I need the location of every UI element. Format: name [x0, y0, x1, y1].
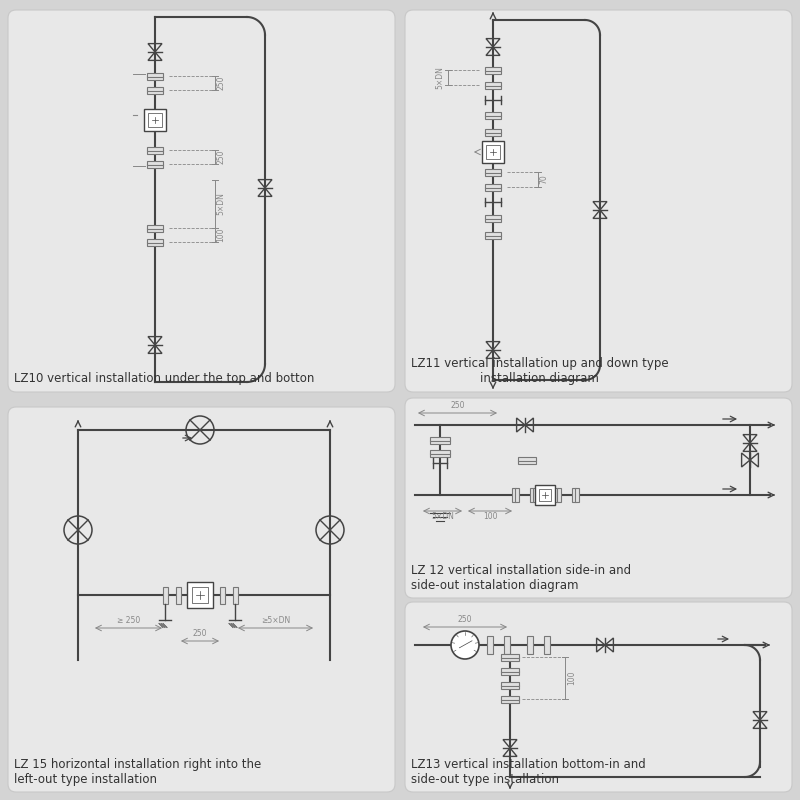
Bar [571, 488, 575, 502]
Bar [482, 141, 504, 163]
Bar [539, 489, 551, 501]
Bar [162, 586, 167, 603]
Bar [430, 437, 450, 441]
Bar [147, 161, 163, 165]
Bar [485, 214, 501, 218]
Text: ≥5×DN: ≥5×DN [261, 616, 290, 625]
Text: 100: 100 [217, 228, 226, 242]
Text: 250: 250 [193, 629, 207, 638]
Bar [485, 70, 501, 74]
Text: 250: 250 [217, 150, 226, 164]
Bar [501, 698, 519, 702]
Bar [485, 231, 501, 235]
Bar [485, 234, 501, 238]
Bar [574, 488, 578, 502]
Bar [501, 667, 519, 671]
Bar [485, 66, 501, 70]
Bar [430, 450, 450, 454]
Bar [147, 73, 163, 77]
Text: LZ10 vertical installation under the top and botton: LZ10 vertical installation under the top… [14, 372, 314, 385]
Text: ≥ 250: ≥ 250 [117, 616, 140, 625]
FancyBboxPatch shape [8, 407, 395, 792]
Bar [147, 242, 163, 246]
Bar [533, 488, 537, 502]
Bar [544, 636, 550, 654]
FancyBboxPatch shape [8, 10, 395, 392]
Text: 250: 250 [217, 76, 226, 90]
Bar [487, 636, 493, 654]
Bar [485, 131, 501, 135]
Bar [430, 453, 450, 457]
Circle shape [451, 631, 479, 659]
Bar [147, 150, 163, 154]
Bar [485, 186, 501, 190]
Bar [485, 171, 501, 175]
Bar [485, 111, 501, 115]
Bar [501, 654, 519, 658]
Bar [485, 85, 501, 89]
Bar [501, 695, 519, 699]
Bar [485, 114, 501, 118]
Bar [554, 488, 558, 502]
Text: 250: 250 [450, 401, 465, 410]
Bar [147, 227, 163, 231]
Bar [530, 488, 534, 502]
Bar [147, 163, 163, 167]
Bar [485, 129, 501, 133]
Bar [504, 636, 510, 654]
Bar [233, 586, 238, 603]
Text: LZ 12 vertical installation side-in and
side-out instalation diagram: LZ 12 vertical installation side-in and … [411, 564, 631, 592]
Bar [485, 82, 501, 86]
Bar [144, 109, 166, 131]
Bar [527, 636, 533, 654]
Bar [514, 488, 518, 502]
Bar [485, 169, 501, 173]
Text: 70: 70 [539, 174, 549, 184]
Bar [501, 685, 519, 689]
Bar [147, 90, 163, 94]
Bar [187, 582, 213, 608]
Text: LZ11 vertical installation up and down type
installation diagram: LZ11 vertical installation up and down t… [411, 357, 669, 385]
Bar [485, 183, 501, 187]
Bar [511, 488, 515, 502]
Text: 100: 100 [482, 512, 498, 521]
Bar [557, 488, 561, 502]
Text: 100: 100 [567, 670, 577, 686]
Bar [147, 86, 163, 90]
Bar [518, 459, 536, 463]
Text: 5×DN: 5×DN [435, 66, 445, 89]
Text: LZ13 vertical installation bottom-in and
side-out type installation: LZ13 vertical installation bottom-in and… [411, 758, 646, 786]
FancyBboxPatch shape [405, 10, 792, 392]
Bar [147, 146, 163, 150]
Bar [485, 218, 501, 222]
Bar [535, 485, 555, 505]
Text: LZ 15 horizontal installation right into the
left-out type installation: LZ 15 horizontal installation right into… [14, 758, 262, 786]
Text: 250: 250 [458, 615, 472, 624]
Bar [147, 75, 163, 79]
Bar [518, 457, 536, 461]
Bar [501, 670, 519, 674]
Text: 5×DN: 5×DN [431, 512, 454, 521]
Bar [149, 114, 162, 126]
Bar [501, 682, 519, 686]
Bar [192, 587, 208, 603]
Bar [486, 146, 499, 158]
Bar [147, 225, 163, 229]
Bar [219, 586, 225, 603]
FancyBboxPatch shape [405, 602, 792, 792]
FancyBboxPatch shape [405, 398, 792, 598]
Bar [501, 657, 519, 661]
Bar [147, 238, 163, 242]
Text: 5×DN: 5×DN [217, 193, 226, 215]
Bar [175, 586, 181, 603]
Bar [430, 439, 450, 443]
